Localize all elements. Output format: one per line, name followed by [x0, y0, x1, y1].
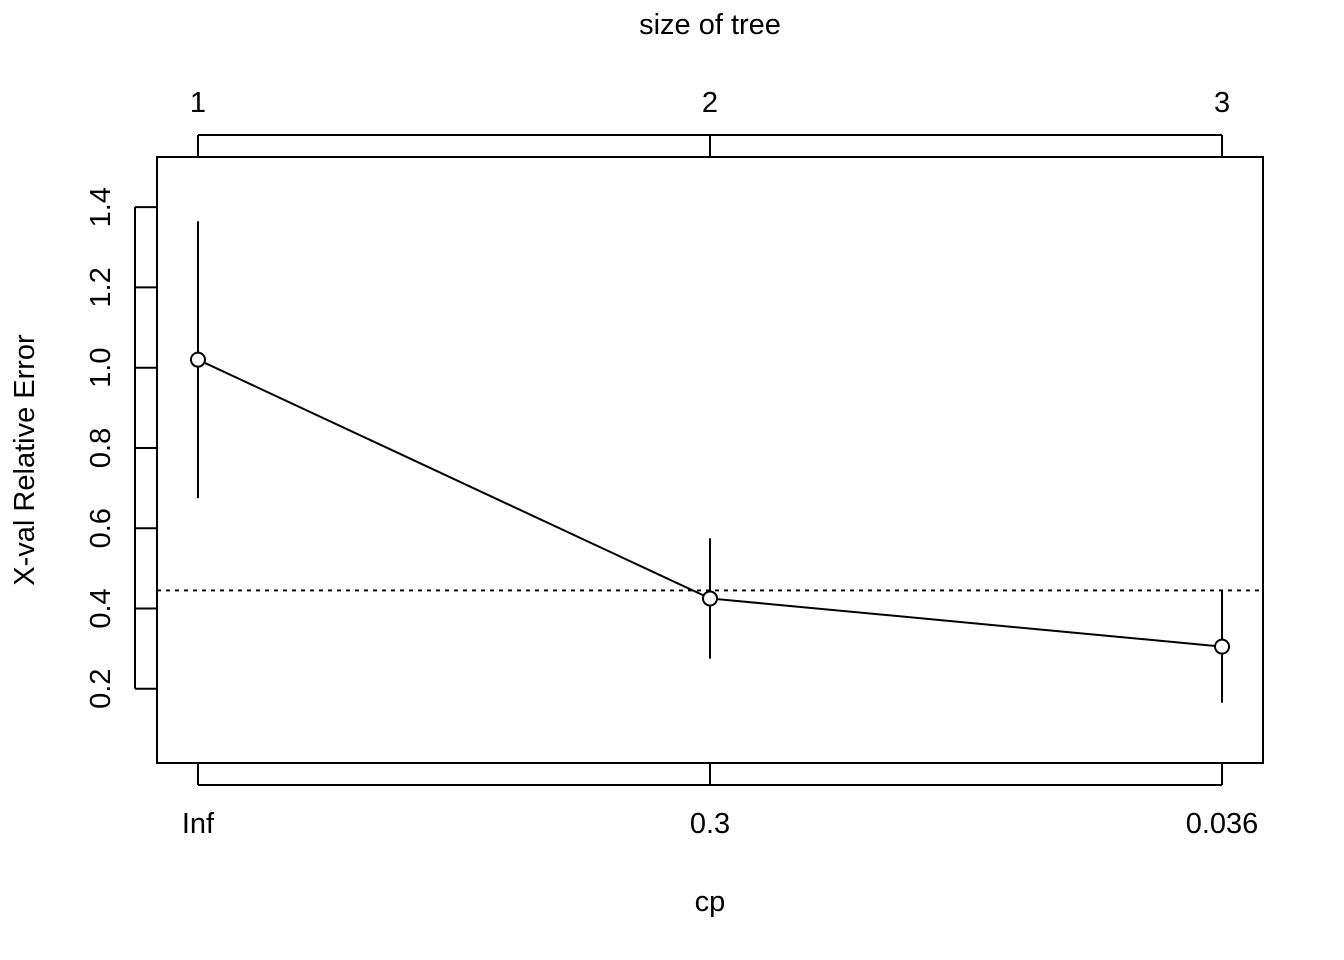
- y-tick-label: 1.2: [85, 267, 117, 307]
- x-tick-label: 0.3: [690, 808, 730, 840]
- y-tick-label: 1.0: [85, 348, 117, 388]
- top-tick-label: 2: [702, 87, 718, 119]
- top-tick-label: 1: [190, 87, 206, 119]
- y-tick-label: 0.2: [85, 669, 117, 709]
- x-tick-label: Inf: [182, 808, 215, 840]
- top-tick-label: 3: [1214, 87, 1230, 119]
- x-tick-label: 0.036: [1186, 808, 1259, 840]
- x-axis-label: cp: [695, 886, 726, 918]
- y-tick-label: 0.8: [85, 428, 117, 468]
- data-point: [702, 590, 718, 607]
- top-axis-label: size of tree: [639, 9, 781, 41]
- data-point: [189, 351, 206, 368]
- data-point: [1214, 638, 1231, 655]
- y-tick-label: 0.6: [85, 508, 117, 548]
- y-tick-label: 0.4: [85, 588, 117, 628]
- plot-frame: [156, 156, 1264, 764]
- chart-marks: 0.2 0.4 0.6 0.8 1.0 1.2 1.4 Inf 0.3 0.036 1 2 3: [85, 87, 1263, 840]
- y-tick-label: 1.4: [85, 187, 117, 227]
- y-axis-label: X-val Relative Error: [9, 334, 41, 586]
